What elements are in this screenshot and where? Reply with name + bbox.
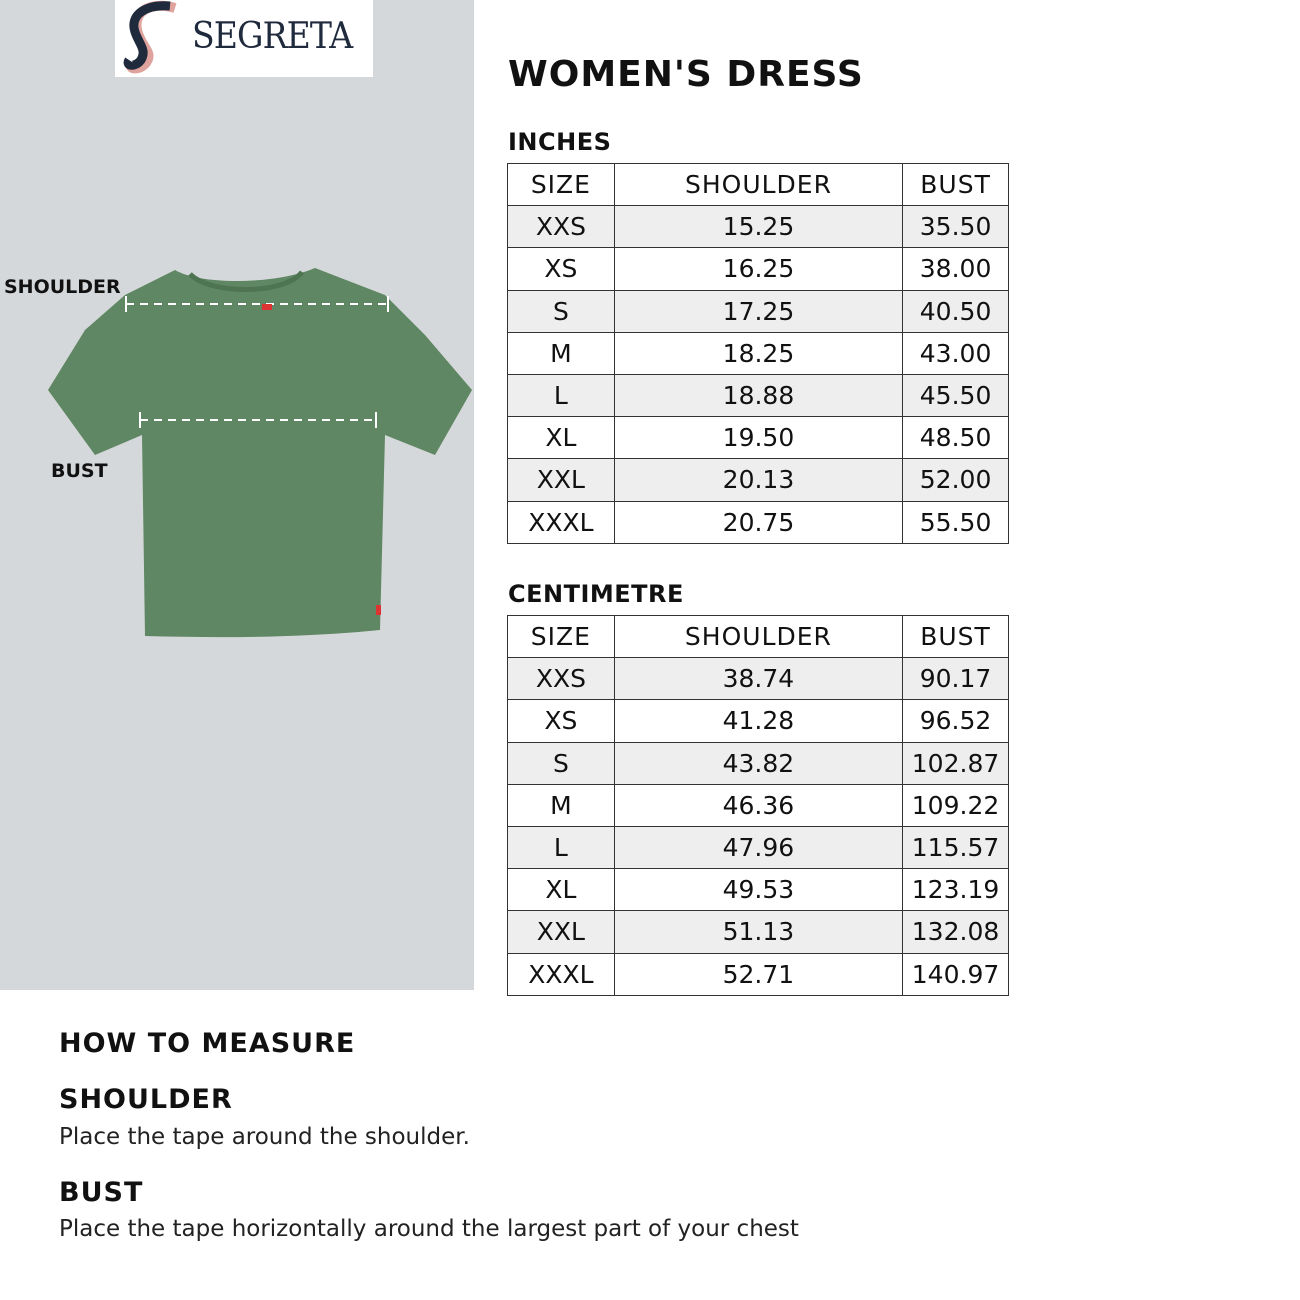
table-cell: 20.13 [613,458,904,502]
table-cell: 40.50 [902,289,1009,333]
table-cell: XXS [507,205,615,249]
table-row: XXS 15.25 35.50 [507,205,1009,249]
table-cell: 18.25 [613,331,904,375]
table-cell: 35.50 [902,205,1009,249]
table-row: XL 49.53 123.19 [507,868,1009,912]
centimetre-heading: CENTIMETRE [508,580,684,608]
table-cell: 38.74 [613,657,904,701]
table-cell: 52.00 [902,458,1009,502]
table-cell: M [507,331,615,375]
table-row: XS 16.25 38.00 [507,247,1009,291]
table-row: M 46.36 109.22 [507,783,1009,827]
bust-label: BUST [51,460,108,482]
table-cell: S [507,289,615,333]
table-cell: M [507,783,615,827]
table-row: S 17.25 40.50 [507,289,1009,333]
column-header: SHOULDER [613,614,904,659]
table-cell: 51.13 [613,910,904,954]
shoulder-label: SHOULDER [4,276,121,298]
table-cell: 90.17 [902,657,1009,701]
table-cell: 38.00 [902,247,1009,291]
header-row: SIZE SHOULDER BUST [507,162,1009,207]
table-cell: 115.57 [902,825,1009,870]
table-row: XXXL 20.75 55.50 [507,500,1009,544]
table-row: L 18.88 45.50 [507,373,1009,418]
table-cell: XXL [507,458,615,502]
column-header: SIZE [507,162,615,207]
brand-name: SEGRETA [192,16,353,57]
tshirt-illustration [48,268,472,638]
centimetre-table: SIZE SHOULDER BUST XXS 38.74 90.17 XS 41.28 96.5… [507,614,1009,996]
brand-logo: SEGRETA [115,0,373,77]
table-cell: XS [507,247,615,291]
table-cell: 55.50 [902,500,1009,544]
table-cell: 41.28 [613,699,904,743]
table-cell: 140.97 [902,952,1009,996]
column-header: BUST [902,162,1009,207]
table-row: XXS 38.74 90.17 [507,657,1009,701]
table-cell: 17.25 [613,289,904,333]
table-cell: 45.50 [902,373,1009,418]
table-cell: 43.00 [902,331,1009,375]
table-cell: 19.50 [613,416,904,460]
header-row: SIZE SHOULDER BUST [507,614,1009,659]
inches-table: SIZE SHOULDER BUST XXS 15.25 35.50 XS 16.25 38.0… [507,162,1009,544]
table-cell: 47.96 [613,825,904,870]
table-cell: XL [507,416,615,460]
table-cell: 48.50 [902,416,1009,460]
shoulder-heading: SHOULDER [59,1084,233,1115]
table-cell: 102.87 [902,741,1009,785]
bust-instruction: Place the tape horizontally around the l… [59,1216,799,1242]
table-cell: XXL [507,910,615,954]
table-cell: XXXL [507,952,615,996]
table-cell: 46.36 [613,783,904,827]
column-header: SIZE [507,614,615,659]
bust-heading: BUST [59,1177,144,1208]
logo-mark-icon [123,0,177,74]
table-cell: 52.71 [613,952,904,996]
product-image-panel: SEGRETA SHOULDER BUST [0,0,474,990]
table-row: XXL 20.13 52.00 [507,458,1009,502]
table-cell: XXXL [507,500,615,544]
table-cell: 20.75 [613,500,904,544]
table-cell: 132.08 [902,910,1009,954]
table-cell: 49.53 [613,868,904,912]
table-cell: XS [507,699,615,743]
table-cell: 96.52 [902,699,1009,743]
table-cell: S [507,741,615,785]
page-title: WOMEN'S DRESS [508,54,864,95]
table-cell: 109.22 [902,783,1009,827]
table-cell: L [507,825,615,870]
table-cell: 16.25 [613,247,904,291]
table-cell: XL [507,868,615,912]
column-header: SHOULDER [613,162,904,207]
column-header: BUST [902,614,1009,659]
table-cell: 15.25 [613,205,904,249]
table-row: S 43.82 102.87 [507,741,1009,785]
table-cell: 123.19 [902,868,1009,912]
table-row: XXXL 52.71 140.97 [507,952,1009,996]
table-row: XXL 51.13 132.08 [507,910,1009,954]
how-to-measure-heading: HOW TO MEASURE [59,1028,356,1059]
table-row: XL 19.50 48.50 [507,416,1009,460]
table-row: M 18.25 43.00 [507,331,1009,375]
table-row: XS 41.28 96.52 [507,699,1009,743]
table-cell: 43.82 [613,741,904,785]
inches-heading: INCHES [508,128,612,156]
shoulder-instruction: Place the tape around the shoulder. [59,1124,470,1150]
table-cell: L [507,373,615,418]
table-row: L 47.96 115.57 [507,825,1009,870]
table-cell: 18.88 [613,373,904,418]
table-cell: XXS [507,657,615,701]
